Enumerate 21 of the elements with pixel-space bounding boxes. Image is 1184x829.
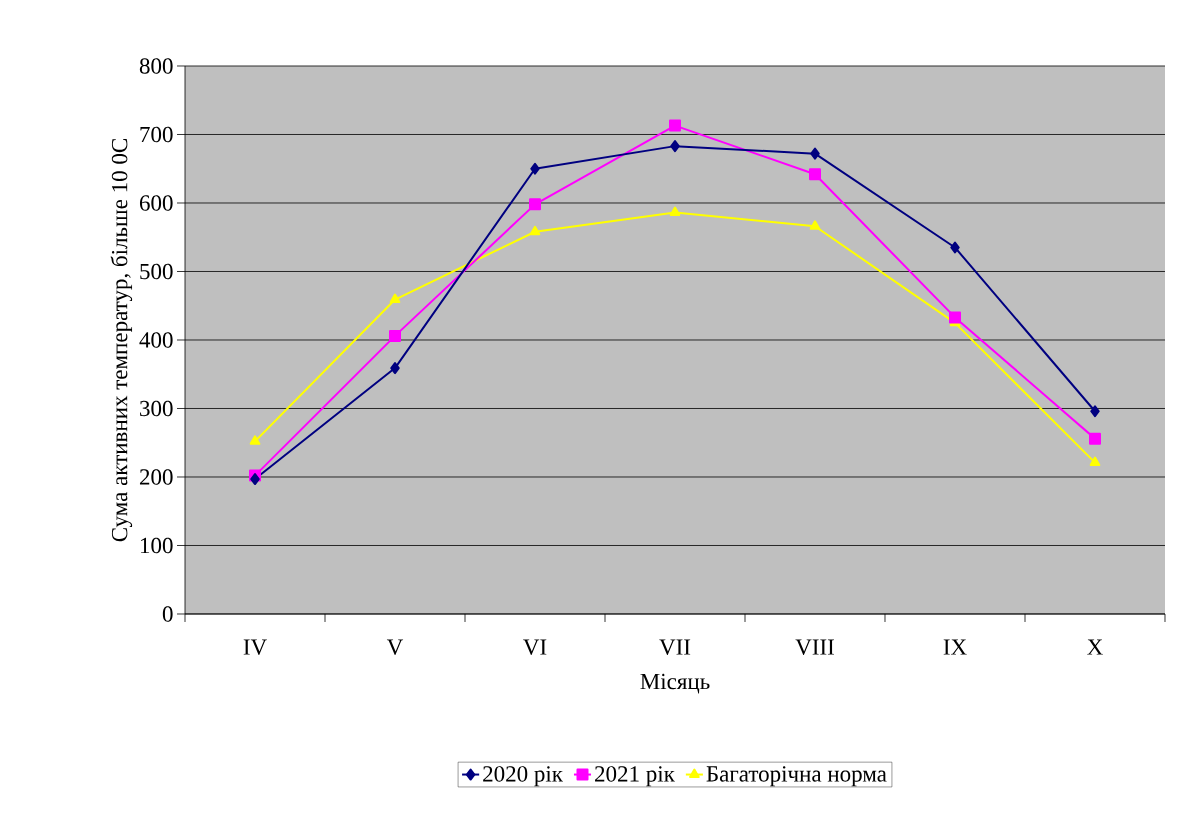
- y-tick-label: 300: [140, 400, 173, 417]
- x-tick-label: VIII: [795, 639, 834, 655]
- x-tick-label: X: [1087, 639, 1103, 655]
- y-tick-label: 800: [139, 58, 173, 74]
- x-tick-label: V: [386, 639, 404, 655]
- y-tick-label: 600: [139, 195, 173, 211]
- x-tick-label: VI: [523, 639, 547, 655]
- x-tick-label: IV: [243, 639, 267, 655]
- y-tick-label: 200: [139, 469, 173, 485]
- y-tick-label: 500: [140, 263, 173, 280]
- y-axis-title: Сума активних температур, більше 10 0С: [110, 139, 133, 542]
- x-tick-label: VII: [659, 639, 691, 655]
- legend-label: 2020 рік: [483, 766, 563, 787]
- x-axis-title: Місяць: [640, 673, 710, 694]
- y-tick-label: 700: [140, 126, 173, 143]
- x-tick-label: IX: [943, 639, 967, 655]
- legend-label: 2021 рік: [595, 766, 675, 787]
- legend-label: Багаторічна норма: [706, 766, 887, 787]
- y-tick-label: 0: [162, 606, 173, 622]
- y-tick-label: 400: [139, 332, 173, 348]
- y-tick-label: 100: [141, 537, 173, 554]
